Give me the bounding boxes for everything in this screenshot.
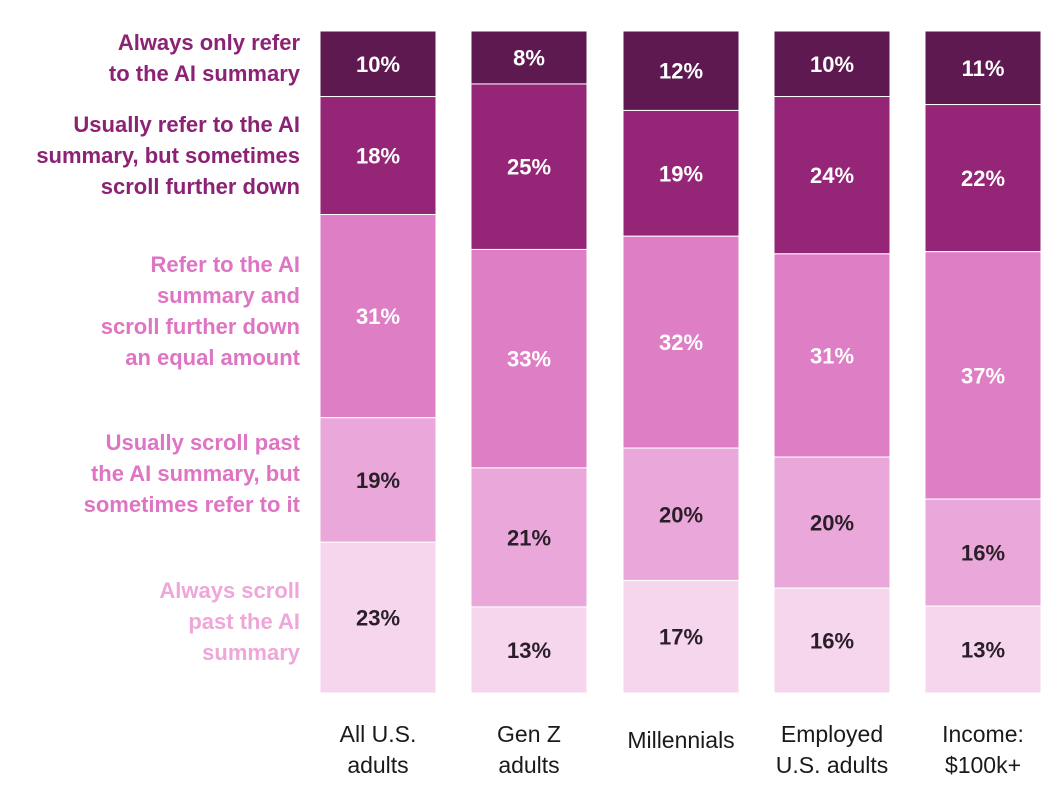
category-label: $100k+ xyxy=(945,752,1021,778)
legend-entry: the AI summary, but xyxy=(91,461,301,486)
bar-segment xyxy=(924,104,1042,253)
bar-segment xyxy=(470,30,588,85)
legend-entry: an equal amount xyxy=(125,345,300,370)
category-label: adults xyxy=(347,752,408,778)
legend-entry: summary, but sometimes xyxy=(36,143,300,168)
data-label: 19% xyxy=(356,468,400,493)
bar-segment xyxy=(924,251,1042,500)
bar-segment xyxy=(773,587,891,694)
bar-segment xyxy=(773,253,891,458)
legend-entry: Usually refer to the AI xyxy=(73,112,300,137)
data-label: 24% xyxy=(810,163,854,188)
data-label: 20% xyxy=(659,502,703,527)
data-label: 31% xyxy=(810,343,854,368)
bar-segment xyxy=(622,109,740,237)
bar-segment xyxy=(622,447,740,581)
bar-segment xyxy=(773,456,891,589)
bar-segment xyxy=(773,30,891,98)
legend-entry: Refer to the AI xyxy=(150,252,300,277)
legend-entry: Usually scroll past xyxy=(106,430,301,455)
data-label: 16% xyxy=(810,629,854,654)
category-label: All U.S. xyxy=(340,721,417,747)
data-label: 33% xyxy=(507,347,551,372)
data-label: 10% xyxy=(356,52,400,77)
legend-entry: summary and xyxy=(157,283,300,308)
data-label: 19% xyxy=(659,161,703,186)
category-label: Income: xyxy=(942,721,1024,747)
category-label: adults xyxy=(498,752,559,778)
bar-segment xyxy=(622,30,740,111)
bar-segment xyxy=(319,417,437,543)
bars-group: 10% 18% 31% 19% 23% 8% 25% 33% 21% 13% 12% 19% 32% 20… xyxy=(319,30,1042,694)
data-label: 18% xyxy=(356,144,400,169)
data-label: 21% xyxy=(507,525,551,550)
bar-segment xyxy=(319,541,437,694)
data-label: 22% xyxy=(961,166,1005,191)
category-label: Gen Z xyxy=(497,721,561,747)
bar-segment xyxy=(470,606,588,694)
data-label: 10% xyxy=(810,52,854,77)
bar-segment xyxy=(924,605,1042,694)
legend-entry: sometimes refer to it xyxy=(84,492,301,517)
bar-segment xyxy=(622,235,740,449)
data-label: 37% xyxy=(961,363,1005,388)
legend-entry: past the AI xyxy=(188,609,300,634)
data-label: 13% xyxy=(507,638,551,663)
data-label: 32% xyxy=(659,330,703,355)
data-label: 13% xyxy=(961,638,1005,663)
data-label: 16% xyxy=(961,541,1005,566)
legend-entry: scroll further down xyxy=(101,314,300,339)
bar-segment xyxy=(319,96,437,216)
legend: Always only refer to the AI summary Usuall… xyxy=(36,30,300,665)
bar-segment xyxy=(470,248,588,469)
data-label: 8% xyxy=(513,45,545,70)
data-label: 12% xyxy=(659,59,703,84)
bar-segment xyxy=(924,30,1042,106)
data-label: 20% xyxy=(810,511,854,536)
data-label: 17% xyxy=(659,625,703,650)
legend-entry: to the AI summary xyxy=(109,61,301,86)
legend-entry: Always scroll xyxy=(159,578,300,603)
category-label: U.S. adults xyxy=(776,752,889,778)
bar-segment xyxy=(924,498,1042,607)
legend-entry: summary xyxy=(202,640,301,665)
data-label: 25% xyxy=(507,155,551,180)
bar-segment xyxy=(622,579,740,694)
bar-segment xyxy=(773,96,891,255)
data-label: 11% xyxy=(962,56,1005,81)
legend-entry: Always only refer xyxy=(118,30,301,55)
bar-segment xyxy=(319,214,437,419)
category-label: Millennials xyxy=(627,727,734,753)
bar-segment xyxy=(319,30,437,98)
category-label: Employed xyxy=(781,721,883,747)
data-label: 23% xyxy=(356,606,400,631)
category-labels: All U.S. adults Gen Z adults Millennials Empl… xyxy=(340,721,1024,778)
data-label: 31% xyxy=(356,304,400,329)
legend-entry: scroll further down xyxy=(101,174,300,199)
